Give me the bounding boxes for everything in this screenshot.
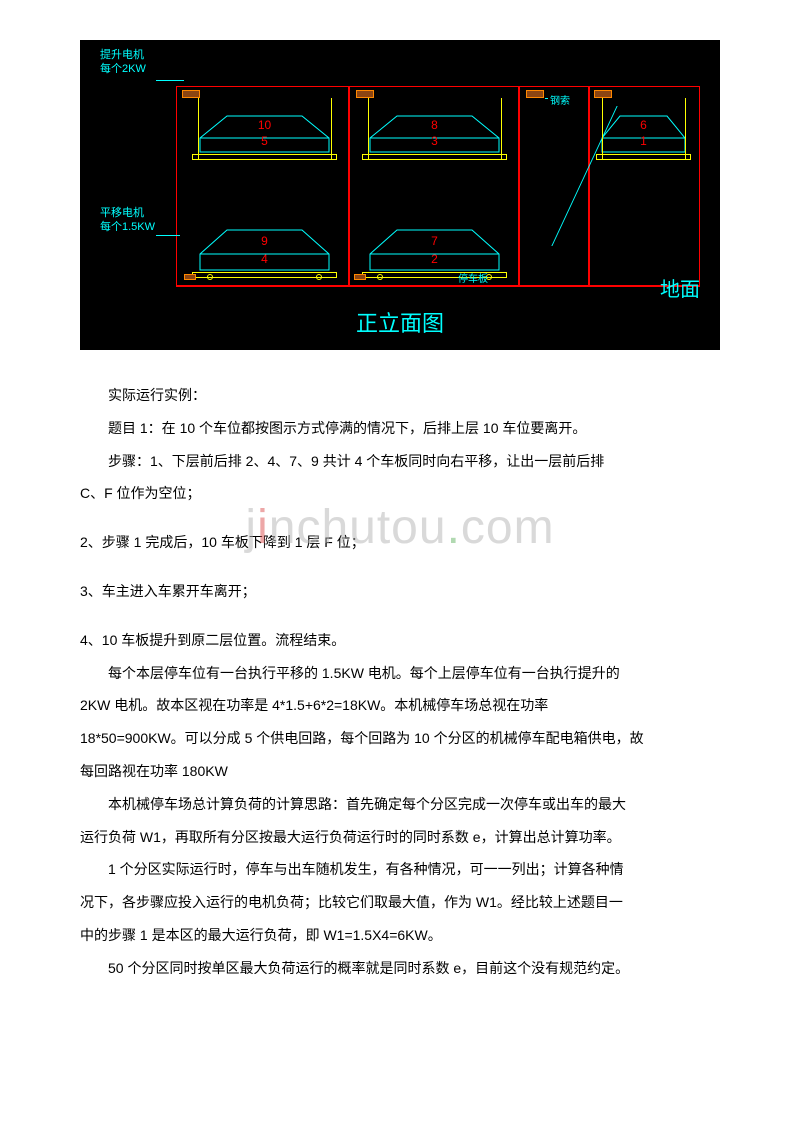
paragraph: 运行负荷 W1，再取所有分区按最大运行负荷运行时的同时系数 e，计算出总计算功率… bbox=[80, 822, 720, 853]
car-number: 10 bbox=[258, 118, 271, 132]
cad-diagram: 提升电机 每个2KW 平移电机 每个1.5KW 钢索 10 5 8 3 bbox=[80, 40, 720, 350]
hanger bbox=[602, 98, 603, 160]
document-content: 实际运行实例： 题目 1：在 10 个车位都按图示方式停满的情况下，后排上层 1… bbox=[80, 380, 720, 984]
hanger bbox=[501, 98, 502, 160]
motor-icon bbox=[182, 90, 200, 98]
leader-tick bbox=[545, 98, 548, 99]
motor-icon bbox=[184, 274, 196, 280]
car-number: 7 bbox=[431, 234, 438, 248]
wheel-icon bbox=[316, 274, 322, 280]
paragraph: 1 个分区实际运行时，停车与出车随机发生，有各种情况，可一一列出；计算各种情 bbox=[80, 854, 720, 885]
pallet-base bbox=[596, 154, 691, 160]
paragraph: 3、车主进入车累开车离开； bbox=[80, 576, 720, 607]
paragraph: 50 个分区同时按单区最大负荷运行的概率就是同时系数 e，目前这个没有规范约定。 bbox=[80, 953, 720, 984]
shift-motor-label: 平移电机 每个1.5KW bbox=[98, 204, 157, 237]
car-number: 8 bbox=[431, 118, 438, 132]
paragraph: 况下，各步骤应投入运行的电机负荷；比较它们取最大值，作为 W1。经比较上述题目一 bbox=[80, 887, 720, 918]
motor-icon bbox=[356, 90, 374, 98]
paragraph: 每个本层停车位有一台执行平移的 1.5KW 电机。每个上层停车位有一台执行提升的 bbox=[80, 658, 720, 689]
paragraph: 2、步骤 1 完成后，10 车板下降到 1 层 F 位； bbox=[80, 527, 720, 558]
hanger bbox=[331, 98, 332, 160]
post bbox=[348, 86, 350, 286]
paragraph: 本机械停车场总计算负荷的计算思路：首先确定每个分区完成一次停车或出车的最大 bbox=[80, 789, 720, 820]
paragraph: 中的步骤 1 是本区的最大运行负荷，即 W1=1.5X4=6KW。 bbox=[80, 920, 720, 951]
label-line: 每个2KW bbox=[100, 62, 146, 76]
motor-icon bbox=[354, 274, 366, 280]
lift-motor-label: 提升电机 每个2KW bbox=[98, 46, 148, 79]
car-number: 5 bbox=[261, 134, 268, 148]
paragraph: 每回路视在功率 180KW bbox=[80, 756, 720, 787]
parking-pallet: 6 1 bbox=[596, 108, 691, 160]
wheel-icon bbox=[207, 274, 213, 280]
motor-icon bbox=[526, 90, 544, 98]
diagram-title: 正立面图 bbox=[356, 306, 444, 338]
wheel-icon bbox=[377, 274, 383, 280]
hanger bbox=[198, 98, 199, 160]
paragraph: 18*50=900KW。可以分成 5 个供电回路，每个回路为 10 个分区的机械… bbox=[80, 723, 720, 754]
paragraph: 实际运行实例： bbox=[80, 380, 720, 411]
paragraph: 步骤：1、下层前后排 2、4、7、9 共计 4 个车板同时向右平移，让出一层前后… bbox=[80, 446, 720, 477]
leader-line bbox=[156, 80, 184, 81]
label-line: 平移电机 bbox=[100, 206, 155, 220]
hanger bbox=[685, 98, 686, 160]
parking-pallet: 8 3 bbox=[362, 108, 507, 160]
car-number: 9 bbox=[261, 234, 268, 248]
hanger bbox=[368, 98, 369, 160]
paragraph: 2KW 电机。故本区视在功率是 4*1.5+6*2=18KW。本机械停车场总视在… bbox=[80, 690, 720, 721]
park-board-label: 停车板 bbox=[458, 270, 488, 285]
paragraph: 题目 1：在 10 个车位都按图示方式停满的情况下，后排上层 10 车位要离开。 bbox=[80, 413, 720, 444]
car-number: 4 bbox=[261, 252, 268, 266]
label-line: 提升电机 bbox=[100, 48, 146, 62]
pallet-base bbox=[192, 154, 337, 160]
paragraph: 4、10 车板提升到原二层位置。流程结束。 bbox=[80, 625, 720, 656]
motor-icon bbox=[594, 90, 612, 98]
car-number: 1 bbox=[640, 134, 647, 148]
parking-pallet: 9 4 bbox=[192, 222, 337, 278]
ground-line bbox=[176, 286, 700, 287]
pallet-base bbox=[192, 272, 337, 278]
leader-line bbox=[156, 235, 180, 236]
car-number: 2 bbox=[431, 252, 438, 266]
cable-label: 钢索 bbox=[550, 92, 570, 107]
ground-label: 地面 bbox=[660, 273, 700, 302]
car-number: 3 bbox=[431, 134, 438, 148]
pallet-base bbox=[362, 154, 507, 160]
parking-pallet: 10 5 bbox=[192, 108, 337, 160]
paragraph: C、F 位作为空位； bbox=[80, 478, 720, 509]
car-number: 6 bbox=[640, 118, 647, 132]
label-line: 每个1.5KW bbox=[100, 220, 155, 234]
